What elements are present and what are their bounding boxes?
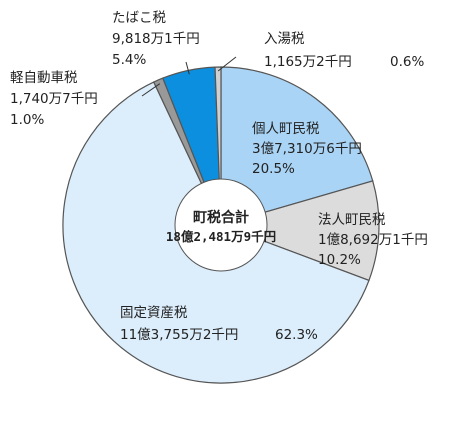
pie-slice	[220, 66, 374, 226]
leader-line	[185, 61, 190, 75]
slice-label-amount: 1億8,692万1千円	[318, 232, 428, 248]
slice-label-percent: 20.5%	[252, 161, 295, 177]
slice-label-name: 固定資産税	[120, 305, 188, 321]
leader-line	[141, 83, 161, 97]
slice-label-amount: 11億3,755万2千円	[120, 327, 238, 343]
slice-label-amount: 1,740万7千円	[10, 91, 98, 107]
slice-label-amount: 1,165万2千円	[264, 54, 352, 70]
leader-lines	[141, 56, 237, 97]
slice-label-name: たばこ税	[112, 10, 166, 26]
slice-label-name: 個人町民税	[252, 121, 320, 137]
slice-label-percent: 10.2%	[318, 252, 361, 268]
slice-label-name: 法人町民税	[318, 212, 386, 228]
center-total-label: 町税合計	[193, 209, 249, 226]
slice-label-amount: 3億7,310万6千円	[252, 141, 362, 157]
slice-label-amount: 9,818万1千円	[112, 31, 200, 47]
center-total-value: 18億2,481万9千円	[166, 229, 276, 244]
slice-label-percent: 62.3%	[275, 327, 318, 343]
donut-hole	[174, 178, 268, 272]
slice-label-name: 軽自動車税	[10, 70, 78, 86]
pie-slice	[219, 180, 380, 282]
slice-label-name: 入湯税	[264, 30, 305, 47]
slice-label-percent: 0.6%	[390, 54, 424, 70]
slice-label-percent: 1.0%	[10, 112, 44, 128]
leader-line	[217, 56, 237, 72]
slice-label-percent: 5.4%	[112, 52, 146, 68]
